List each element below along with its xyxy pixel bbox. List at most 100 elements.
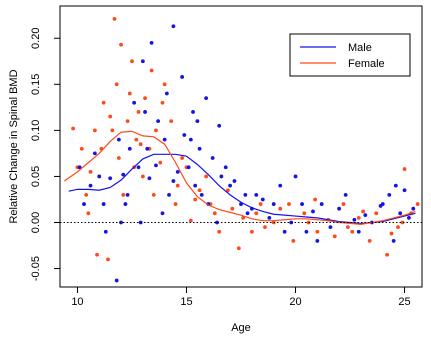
data-point-female	[291, 239, 296, 243]
data-point-male	[219, 174, 224, 179]
data-point-male	[127, 146, 132, 151]
data-point-female	[175, 183, 180, 188]
data-point-female	[160, 100, 165, 105]
data-point-female	[258, 202, 263, 206]
data-point-female	[241, 216, 246, 220]
data-point-female	[119, 42, 123, 47]
data-point-male	[186, 165, 191, 170]
data-point-male	[121, 172, 126, 177]
y-tick-label: -0.05	[30, 256, 42, 281]
data-point-male	[260, 197, 265, 202]
data-point-female	[110, 128, 115, 133]
data-point-female	[140, 174, 145, 179]
data-point-male	[271, 202, 276, 206]
data-point-female	[116, 156, 121, 160]
data-point-male	[154, 163, 158, 168]
data-point-female	[71, 126, 75, 131]
data-point-male	[143, 110, 147, 114]
data-point-male	[119, 220, 123, 225]
data-point-female	[101, 100, 106, 105]
data-point-female	[130, 59, 134, 64]
data-point-female	[134, 137, 139, 142]
data-point-female	[302, 211, 307, 216]
data-point-male	[254, 192, 259, 197]
y-axis: -0.05 0.00 0.05 0.10 0.15 0.20	[30, 28, 60, 281]
x-tick-label: 15	[180, 296, 192, 308]
data-point-male	[217, 123, 222, 128]
data-point-female	[345, 225, 350, 230]
data-point-male	[343, 192, 348, 197]
data-point-female	[278, 206, 283, 211]
data-point-male	[393, 183, 398, 188]
data-point-female	[236, 246, 241, 251]
data-point-female	[356, 216, 361, 220]
data-point-male	[132, 100, 137, 105]
data-point-female	[313, 197, 318, 202]
data-point-female	[169, 119, 174, 124]
data-point-male	[162, 137, 167, 142]
x-tick-label: 20	[289, 296, 301, 308]
data-point-male	[145, 146, 150, 151]
data-point-male	[156, 119, 161, 124]
x-axis: 10 15 20 25	[71, 286, 411, 308]
data-point-female	[415, 202, 420, 206]
y-tick-label: 0.05	[30, 166, 42, 187]
data-point-female	[396, 225, 400, 230]
data-point-male	[337, 206, 342, 211]
data-point-female	[361, 209, 366, 214]
data-point-female	[402, 167, 407, 171]
data-point-male	[140, 59, 145, 64]
data-point-female	[374, 211, 379, 216]
smooth-curves-layer	[64, 130, 416, 225]
data-point-male	[160, 211, 165, 216]
data-point-male	[300, 202, 304, 206]
data-point-female	[151, 192, 156, 197]
data-point-male	[223, 165, 228, 170]
data-point-male	[77, 165, 82, 170]
data-point-female	[92, 128, 97, 133]
data-point-female	[350, 229, 355, 234]
data-point-male	[147, 176, 152, 181]
y-tick-label: 0.20	[30, 28, 42, 49]
data-point-male	[97, 174, 102, 179]
data-point-female	[217, 229, 222, 234]
y-tick-label: 0.00	[30, 212, 42, 233]
x-tick-label: 10	[71, 296, 83, 308]
data-point-male	[193, 183, 198, 188]
data-point-male	[136, 165, 141, 170]
data-point-male	[175, 169, 180, 174]
data-point-female	[127, 91, 132, 96]
data-point-male	[199, 192, 204, 197]
legend-label-female: Female	[348, 58, 385, 70]
data-point-male	[387, 192, 392, 197]
data-point-male	[391, 239, 396, 243]
data-point-male	[191, 110, 195, 114]
data-point-male	[232, 179, 237, 183]
data-point-male	[92, 151, 97, 156]
data-point-female	[114, 82, 119, 87]
legend: Male Female	[289, 33, 411, 77]
data-point-female	[173, 202, 178, 206]
data-point-male	[380, 202, 385, 206]
data-point-female	[180, 156, 185, 160]
data-point-male	[293, 174, 298, 179]
data-point-female	[121, 192, 126, 197]
data-point-female	[143, 96, 147, 101]
y-axis-label: Relative Change in Spinal BMD	[8, 69, 20, 223]
data-point-male	[315, 239, 320, 243]
data-point-female	[385, 252, 390, 257]
data-point-male	[282, 229, 287, 234]
data-point-male	[267, 216, 272, 220]
data-point-male	[171, 179, 176, 183]
data-point-female	[112, 17, 117, 21]
data-point-female	[197, 188, 202, 193]
data-point-male	[245, 211, 250, 216]
data-point-male	[228, 183, 233, 188]
data-point-male	[319, 202, 324, 206]
data-point-female	[287, 202, 291, 206]
data-point-male	[114, 278, 119, 283]
data-point-female	[136, 110, 141, 114]
data-point-female	[367, 239, 372, 243]
data-point-female	[79, 146, 84, 151]
x-axis-label: Age	[231, 322, 251, 334]
